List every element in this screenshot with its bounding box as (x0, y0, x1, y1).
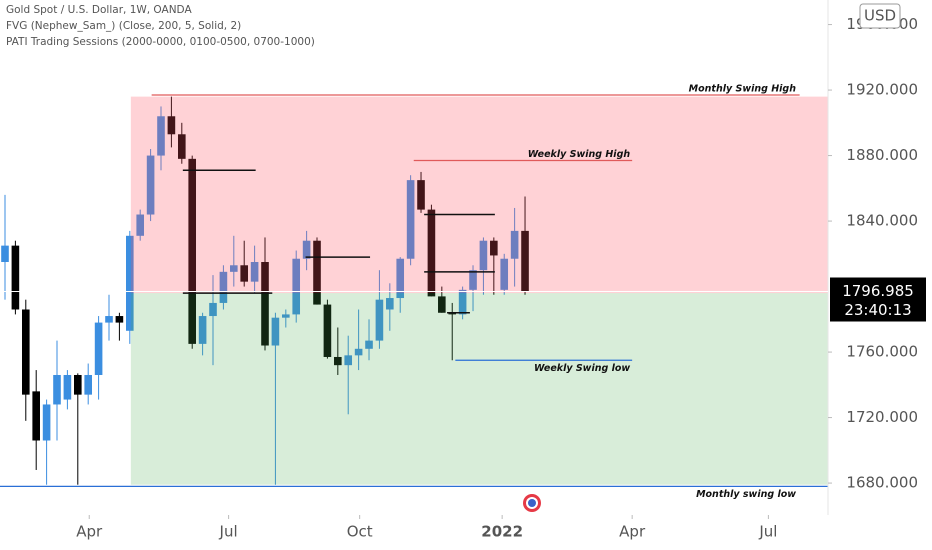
candle-body (271, 317, 280, 346)
candle-body (406, 180, 415, 259)
plot-area: Monthly Swing High Weekly Swing High Weekl… (0, 83, 829, 500)
candle-body (167, 116, 176, 135)
candle-body (209, 302, 217, 317)
candle-body (375, 299, 384, 341)
candle-body (84, 374, 92, 395)
candle-body (438, 296, 446, 313)
candle-body (32, 391, 40, 441)
candle-body (219, 271, 228, 303)
currency-badge (859, 3, 901, 29)
candle-body (386, 298, 394, 310)
candle-body (11, 245, 20, 310)
countdown: 23:40:13 (844, 301, 911, 319)
y-tick-label: 1720.000 (846, 408, 918, 426)
candle-body (178, 134, 186, 159)
candle-body (292, 258, 301, 315)
candle-body (53, 374, 61, 405)
x-tick-label: Jul (758, 523, 777, 541)
x-tick-label: Apr (619, 523, 646, 541)
level-label: Monthly Swing High (689, 83, 797, 94)
candle-body (334, 356, 342, 366)
candle-body (365, 340, 373, 349)
candle-body (146, 155, 155, 215)
candle-body (21, 309, 30, 395)
candle-body (261, 262, 269, 346)
candle-body (313, 240, 321, 305)
y-tick-label: 1920.000 (846, 81, 918, 99)
event-icon (523, 494, 541, 512)
indicator: PATI Trading Sessions (2000-0000, 0100-0… (6, 36, 315, 48)
candle-body (198, 316, 207, 344)
candle-body (105, 316, 113, 323)
candle-body (458, 289, 467, 315)
y-tick-label: 1760.000 (846, 343, 918, 361)
level-label: Monthly swing low (696, 489, 796, 500)
candle-body (479, 240, 488, 271)
price-label-box (830, 277, 926, 322)
candle-body (302, 240, 311, 259)
symbol-title: Gold Spot / U.S. Dollar, 1W, OANDA (6, 4, 192, 16)
candle-body (1, 245, 9, 263)
candle-body (323, 304, 332, 357)
zone (130, 293, 829, 485)
x-tick-label: 2022 (481, 523, 523, 541)
level-label: Weekly Swing low (534, 363, 630, 374)
currency: USD (864, 7, 896, 25)
x-tick-label: Oct (347, 523, 373, 541)
y-tick-label: 1680.000 (846, 474, 918, 492)
last-price: 1796.985 (842, 282, 914, 300)
candle-body (250, 262, 259, 282)
candle-body (510, 230, 519, 259)
candle-body (282, 314, 290, 318)
x-tick-label: Apr (76, 523, 103, 541)
candle-body (240, 265, 249, 282)
indicator: FVG (Nephew_Sam_) (Close, 200, 5, Solid,… (6, 20, 241, 32)
candle-body (396, 258, 405, 299)
candle-body (469, 270, 477, 290)
candle-body (490, 240, 498, 256)
candle-body (115, 316, 124, 323)
candle-body (344, 355, 353, 366)
y-tick-label: 1840.000 (846, 212, 918, 230)
candle-body (500, 258, 509, 290)
candle-body (230, 265, 238, 272)
level-label: Weekly Swing High (528, 149, 631, 160)
candle-body (157, 116, 165, 156)
x-tick-label: Jul (219, 523, 238, 541)
y-tick-label: 1880.000 (846, 146, 918, 164)
candle-body (417, 180, 425, 210)
candle-body (354, 348, 363, 356)
candle-body (63, 374, 72, 400)
candle-body (521, 230, 529, 292)
candle-body (73, 374, 82, 395)
candle-body (42, 404, 51, 441)
candle-body (427, 209, 436, 297)
candle-body (448, 312, 457, 315)
candle-body (188, 158, 197, 344)
candle-body (126, 235, 134, 331)
zone (130, 96, 829, 294)
candle-body (94, 322, 103, 375)
candle-body (136, 214, 145, 236)
